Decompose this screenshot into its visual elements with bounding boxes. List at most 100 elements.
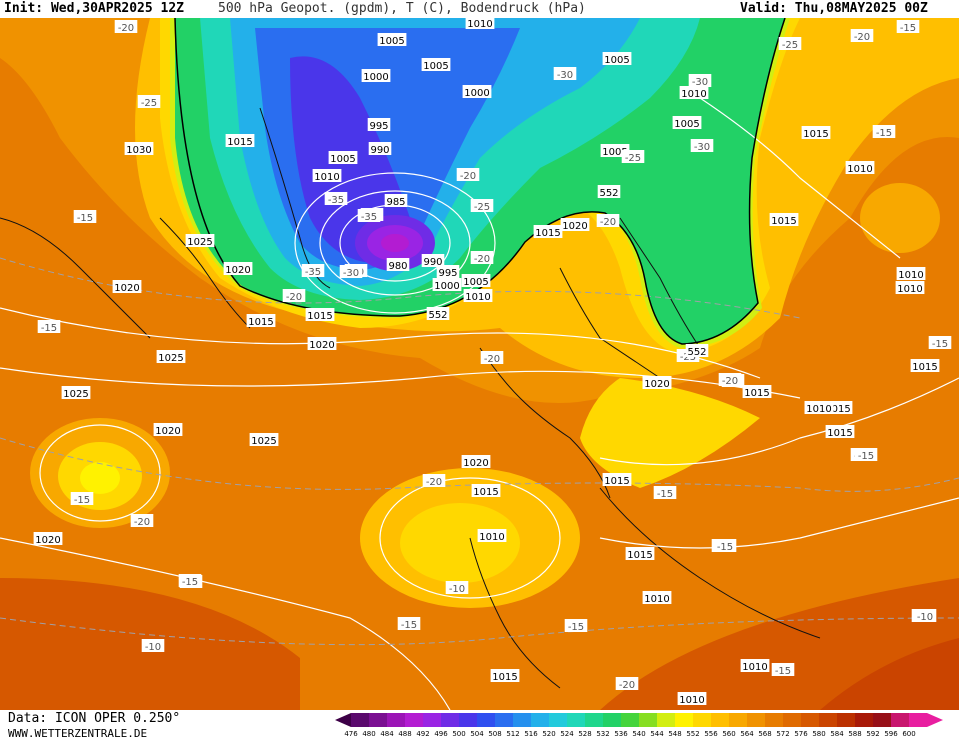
svg-text:1015: 1015 bbox=[307, 311, 332, 322]
pressure-label: 990 bbox=[368, 142, 392, 156]
svg-text:1005: 1005 bbox=[602, 147, 627, 158]
svg-text:1015: 1015 bbox=[827, 428, 852, 439]
pressure-label: 980 bbox=[386, 258, 410, 272]
svg-text:552: 552 bbox=[428, 310, 447, 321]
scale-segment bbox=[765, 713, 783, 727]
svg-text:-35: -35 bbox=[361, 212, 377, 223]
temperature-label: -15 bbox=[37, 320, 61, 334]
scale-arrow-right bbox=[927, 713, 943, 727]
pressure-label: 1000 bbox=[361, 69, 391, 83]
temperature-label: -15 bbox=[564, 619, 588, 633]
pressure-label: 1015 bbox=[471, 484, 501, 498]
temperature-label: -20 bbox=[114, 20, 138, 34]
svg-text:1010: 1010 bbox=[467, 19, 492, 30]
pressure-label: 1020 bbox=[642, 376, 672, 390]
temperature-label: -30 bbox=[690, 139, 714, 153]
geopotential-label: 552 bbox=[426, 307, 450, 321]
pressure-label: 1015 bbox=[225, 134, 255, 148]
svg-text:1005: 1005 bbox=[604, 55, 629, 66]
temperature-label: -20 bbox=[615, 677, 639, 691]
svg-text:1020: 1020 bbox=[562, 221, 587, 232]
temperature-label: -15 bbox=[178, 574, 202, 588]
temperature-label: -15 bbox=[872, 125, 896, 139]
scale-segment bbox=[801, 713, 819, 727]
svg-text:1015: 1015 bbox=[912, 362, 937, 373]
scale-tick-label: 496 bbox=[434, 730, 448, 738]
scale-tick-label: 520 bbox=[542, 730, 555, 738]
svg-text:1025: 1025 bbox=[63, 389, 88, 400]
init-time: Init: Wed,30APR2025 12Z bbox=[4, 1, 185, 16]
svg-text:-20: -20 bbox=[484, 354, 500, 365]
svg-text:-25: -25 bbox=[782, 40, 798, 51]
scale-tick-label: 528 bbox=[578, 730, 591, 738]
svg-text:-20: -20 bbox=[600, 217, 616, 228]
scale-segment bbox=[783, 713, 801, 727]
svg-text:995: 995 bbox=[438, 268, 457, 279]
scale-segment bbox=[693, 713, 711, 727]
pressure-label: 1015 bbox=[742, 385, 772, 399]
svg-text:1015: 1015 bbox=[627, 550, 652, 561]
temperature-label: -20 bbox=[718, 373, 742, 387]
pressure-label: 1015 bbox=[533, 225, 563, 239]
pressure-label: 1020 bbox=[33, 532, 63, 546]
svg-text:-15: -15 bbox=[401, 620, 417, 631]
scale-tick-label: 476 bbox=[344, 730, 358, 738]
svg-text:-15: -15 bbox=[77, 213, 93, 224]
pressure-label: 1015 bbox=[305, 308, 335, 322]
scale-segment bbox=[747, 713, 765, 727]
scale-arrow-left bbox=[335, 713, 351, 727]
pressure-label: 1020 bbox=[307, 337, 337, 351]
svg-text:1015: 1015 bbox=[248, 317, 273, 328]
pressure-label: 1010 bbox=[895, 281, 925, 295]
scale-segment bbox=[873, 713, 891, 727]
scale-segment bbox=[585, 713, 603, 727]
temperature-label: -30 bbox=[553, 67, 577, 81]
temperature-label: -15 bbox=[896, 20, 920, 34]
svg-text:-20: -20 bbox=[460, 171, 476, 182]
pressure-label: 1010 bbox=[677, 692, 707, 706]
temperature-label: -30 bbox=[339, 265, 363, 279]
pressure-label: 1015 bbox=[910, 359, 940, 373]
svg-text:552: 552 bbox=[687, 347, 706, 358]
temperature-label: -10 bbox=[445, 581, 469, 595]
scale-tick-label: 548 bbox=[668, 730, 681, 738]
map-area: 1010 1005 1005 1000 1005 1000 995 990 1005 1015 10… bbox=[0, 18, 959, 710]
svg-text:990: 990 bbox=[423, 257, 442, 268]
color-scale-bar: 476 480 484 488 492 496 500 504 508 512 516 520 524 5… bbox=[335, 713, 943, 738]
svg-text:1010: 1010 bbox=[897, 284, 922, 295]
pressure-label: 995 bbox=[436, 265, 460, 279]
temperature-label: -15 bbox=[653, 486, 677, 500]
pressure-label: 1010 bbox=[804, 401, 834, 415]
scale-segment bbox=[729, 713, 747, 727]
svg-text:-15: -15 bbox=[932, 339, 948, 350]
isobars bbox=[0, 97, 959, 710]
scale-tick-label: 488 bbox=[398, 730, 411, 738]
pressure-label: 1030 bbox=[124, 142, 154, 156]
svg-text:1010: 1010 bbox=[679, 695, 704, 706]
svg-text:-30: -30 bbox=[343, 268, 359, 279]
svg-text:-15: -15 bbox=[775, 666, 791, 677]
pressure-label: 1020 bbox=[153, 423, 183, 437]
chart-footer: Data: ICON OPER 0.250° WWW.WETTERZENTRAL… bbox=[0, 710, 959, 741]
pressure-label: 1000 bbox=[462, 85, 492, 99]
geopotential-field bbox=[0, 18, 959, 710]
temperature-label: -35 bbox=[301, 264, 325, 278]
svg-text:1010: 1010 bbox=[742, 662, 767, 673]
svg-text:1020: 1020 bbox=[35, 535, 60, 546]
pressure-label: 1005 bbox=[328, 151, 358, 165]
temperature-label: -25 bbox=[778, 37, 802, 51]
svg-text:-35: -35 bbox=[328, 195, 344, 206]
scale-tick-label: 556 bbox=[704, 730, 718, 738]
svg-text:1020: 1020 bbox=[463, 458, 488, 469]
scale-tick-label: 564 bbox=[740, 730, 754, 738]
geopotential-label: 552 bbox=[685, 344, 709, 358]
svg-text:1020: 1020 bbox=[309, 340, 334, 351]
svg-text:990: 990 bbox=[370, 145, 389, 156]
svg-text:1010: 1010 bbox=[806, 404, 831, 415]
svg-text:1005: 1005 bbox=[379, 36, 404, 47]
svg-text:1015: 1015 bbox=[771, 216, 796, 227]
scale-tick-label: 592 bbox=[866, 730, 879, 738]
scale-tick-label: 480 bbox=[362, 730, 375, 738]
svg-text:-20: -20 bbox=[118, 23, 134, 34]
pressure-label: 1020 bbox=[223, 262, 253, 276]
